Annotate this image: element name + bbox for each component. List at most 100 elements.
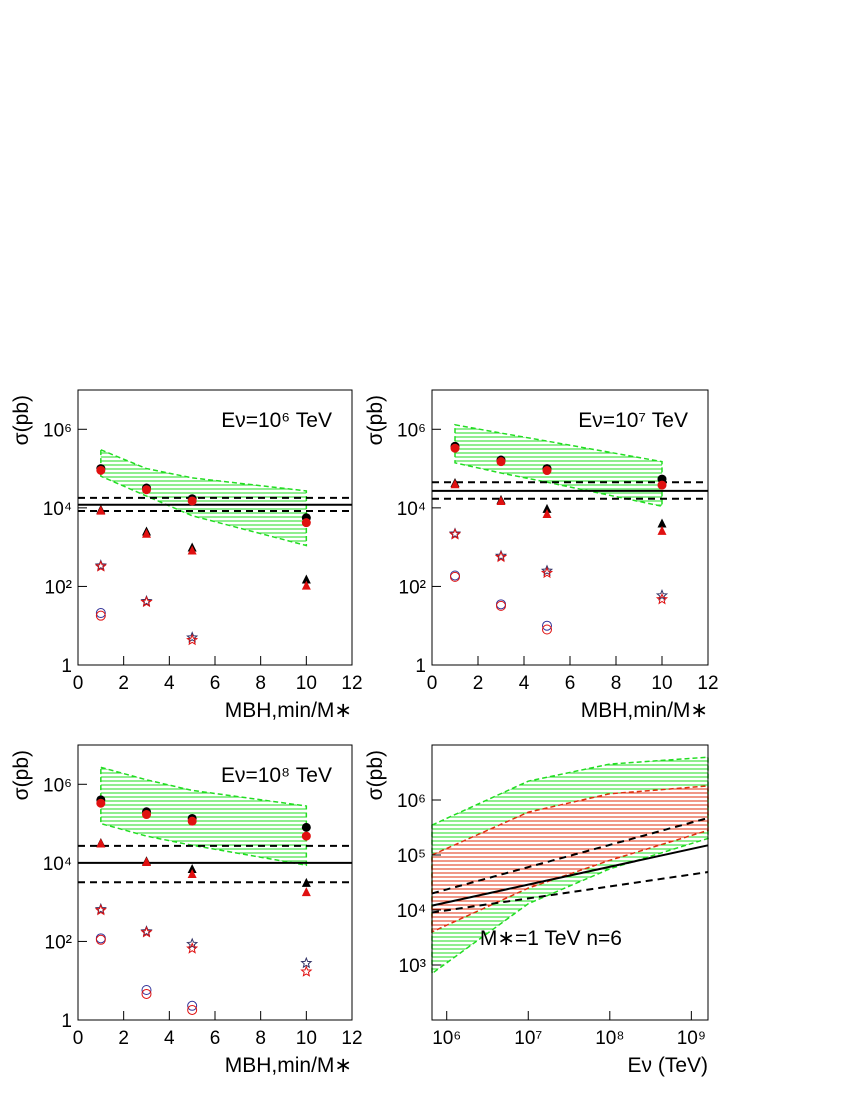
marker bbox=[95, 610, 106, 621]
marker bbox=[94, 560, 107, 572]
marker bbox=[95, 934, 106, 945]
marker bbox=[187, 1000, 198, 1011]
marker bbox=[657, 480, 667, 490]
marker bbox=[142, 810, 151, 820]
band bbox=[100, 766, 308, 867]
marker bbox=[187, 1004, 198, 1015]
panel: 0 2 4 6 8 10 12 1 10² 10⁴ 10⁶ σ(pb) MBH,min/M∗ Eν=10⁷… bbox=[364, 389, 719, 722]
marker bbox=[301, 831, 311, 841]
marker bbox=[142, 485, 151, 495]
x-tick-label: 10⁹ bbox=[677, 1028, 706, 1049]
x-tick-label: 6 bbox=[210, 1028, 221, 1049]
panel: 0 2 4 6 8 10 12 1 10² 10⁴ 10⁶ σ(pb) MBH,min/M∗ Eν=10⁶… bbox=[10, 389, 363, 722]
x-axis-label: Eν (TeV) bbox=[627, 1054, 708, 1077]
marker bbox=[96, 465, 106, 475]
x-tick-label: 12 bbox=[697, 673, 718, 694]
y-tick-label: 10⁴ bbox=[43, 499, 72, 520]
annotation: M∗=1 TeV n=6 bbox=[480, 927, 622, 950]
y-tick-label: 10² bbox=[45, 577, 72, 598]
x-tick-label: 0 bbox=[73, 673, 84, 694]
marker bbox=[448, 527, 462, 539]
y-tick-label: 10⁶ bbox=[397, 791, 426, 812]
marker bbox=[94, 559, 107, 571]
y-tick-label: 10³ bbox=[399, 956, 426, 977]
y-tick-label: 10⁵ bbox=[397, 846, 426, 867]
y-tick-label: 10² bbox=[399, 577, 426, 598]
marker bbox=[300, 956, 313, 969]
marker bbox=[94, 902, 107, 915]
marker bbox=[187, 816, 197, 826]
marker bbox=[186, 942, 199, 954]
marker bbox=[95, 608, 106, 619]
y-tick-label: 10⁶ bbox=[43, 775, 72, 796]
marker bbox=[301, 580, 311, 590]
marker bbox=[186, 633, 199, 646]
marker bbox=[142, 857, 151, 867]
panel: 10⁶ 10⁷ 10⁸ 10⁹ 10³ 10⁴ 10⁵ 10⁶ σ(pb) Eν (TeV) M∗=… bbox=[364, 744, 709, 1077]
x-tick-label: 4 bbox=[164, 673, 175, 694]
plot-frame bbox=[431, 744, 709, 1021]
marker bbox=[542, 620, 552, 631]
x-tick-label: 10⁶ bbox=[432, 1028, 461, 1049]
x-tick-label: 10 bbox=[296, 673, 317, 694]
marker bbox=[186, 937, 199, 950]
y-axis-label: σ(pb) bbox=[10, 750, 33, 800]
marker bbox=[655, 592, 669, 605]
y-tick-label: 10² bbox=[45, 932, 72, 953]
x-tick-label: 12 bbox=[341, 1028, 362, 1049]
line bbox=[431, 844, 709, 907]
marker bbox=[141, 988, 152, 999]
marker bbox=[301, 518, 311, 528]
marker bbox=[187, 496, 197, 506]
x-tick-label: 0 bbox=[73, 1028, 84, 1049]
annotation: Eν=10⁷ TeV bbox=[578, 409, 688, 432]
marker bbox=[301, 574, 311, 584]
annotation: Eν=10⁸ TeV bbox=[221, 764, 332, 787]
y-axis-label: σ(pb) bbox=[364, 750, 387, 800]
x-tick-label: 10⁷ bbox=[514, 1028, 542, 1049]
marker bbox=[494, 549, 508, 561]
y-tick-label: 1 bbox=[415, 656, 426, 677]
y-axis-label: σ(pb) bbox=[10, 395, 33, 445]
marker bbox=[140, 594, 153, 607]
line bbox=[431, 871, 709, 914]
marker bbox=[450, 571, 460, 582]
annotation: Eν=10⁶ TeV bbox=[221, 409, 332, 432]
x-tick-label: 10⁸ bbox=[595, 1028, 624, 1049]
marker bbox=[540, 566, 554, 579]
x-tick-label: 4 bbox=[519, 673, 530, 694]
marker bbox=[94, 903, 107, 916]
y-tick-label: 10⁴ bbox=[43, 854, 72, 875]
marker bbox=[141, 985, 152, 996]
marker bbox=[496, 600, 506, 611]
x-tick-label: 10 bbox=[651, 673, 672, 694]
marker bbox=[142, 528, 151, 538]
y-tick-label: 10⁴ bbox=[397, 499, 426, 520]
marker bbox=[301, 822, 311, 832]
y-axis-label: σ(pb) bbox=[364, 395, 387, 445]
marker bbox=[187, 869, 197, 879]
x-tick-label: 8 bbox=[611, 673, 622, 694]
band bbox=[454, 423, 663, 508]
marker bbox=[542, 466, 552, 476]
marker bbox=[140, 595, 153, 608]
marker bbox=[140, 926, 153, 938]
marker bbox=[540, 564, 554, 576]
marker bbox=[494, 550, 508, 563]
marker bbox=[542, 503, 552, 513]
x-tick-label: 2 bbox=[118, 1028, 129, 1049]
x-tick-label: 2 bbox=[118, 673, 129, 694]
marker bbox=[300, 965, 313, 977]
marker bbox=[186, 631, 199, 643]
marker bbox=[657, 525, 667, 535]
marker bbox=[542, 624, 552, 635]
marker bbox=[187, 545, 197, 555]
panel: 0 2 4 6 8 10 12 1 10² 10⁴ 10⁶ σ(pb) MBH,min/M∗ Eν=10⁸… bbox=[10, 744, 363, 1077]
marker bbox=[657, 518, 667, 528]
marker bbox=[542, 508, 552, 518]
y-tick-label: 1 bbox=[61, 1011, 72, 1032]
x-tick-label: 0 bbox=[427, 673, 438, 694]
marker bbox=[96, 838, 106, 848]
x-axis-label: MBH,min/M∗ bbox=[225, 1054, 352, 1077]
x-tick-label: 6 bbox=[210, 673, 221, 694]
